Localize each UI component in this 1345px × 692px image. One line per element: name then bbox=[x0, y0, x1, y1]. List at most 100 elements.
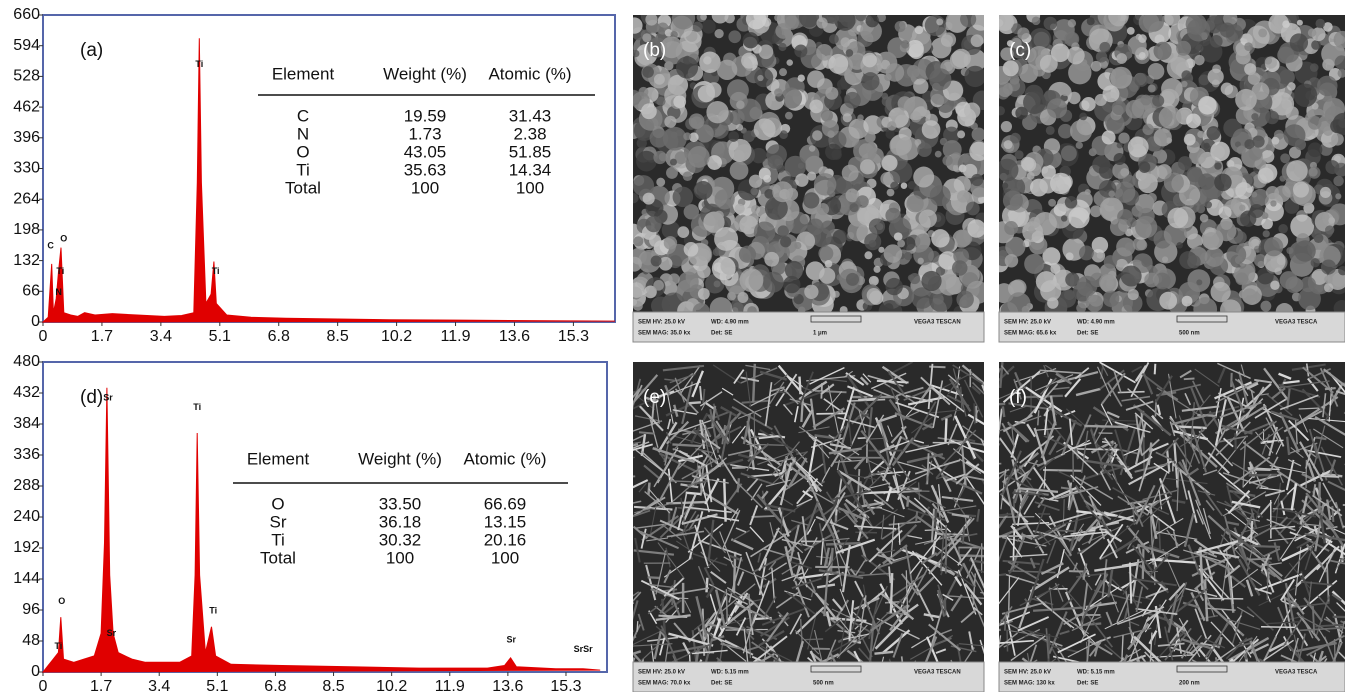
grain bbox=[683, 132, 691, 140]
fiber bbox=[639, 432, 655, 433]
grain bbox=[664, 116, 676, 128]
peak-label: Ti bbox=[209, 605, 217, 615]
fiber bbox=[1130, 563, 1131, 604]
grain bbox=[1197, 131, 1204, 138]
grain bbox=[1079, 113, 1087, 121]
grain bbox=[754, 118, 776, 140]
grain bbox=[774, 14, 781, 21]
grain bbox=[799, 8, 819, 28]
grain bbox=[1005, 254, 1019, 268]
info-text: Det: SE bbox=[711, 331, 732, 337]
grain bbox=[819, 268, 835, 284]
grain bbox=[939, 274, 961, 296]
fiber bbox=[986, 368, 1000, 406]
y-tick-label: 144 bbox=[13, 570, 40, 587]
grain bbox=[964, 66, 985, 87]
panel-label: (d) bbox=[80, 387, 103, 408]
grain bbox=[656, 178, 665, 187]
table-cell: Sr bbox=[270, 512, 287, 531]
x-tick-label: 8.5 bbox=[322, 678, 344, 692]
grain bbox=[642, 66, 654, 78]
fiber bbox=[669, 481, 692, 482]
grain bbox=[774, 88, 782, 96]
grain bbox=[1294, 240, 1315, 261]
grain bbox=[807, 70, 825, 88]
panel-label: (e) bbox=[643, 387, 666, 408]
grain bbox=[1114, 153, 1126, 165]
grain bbox=[645, 13, 657, 25]
grain bbox=[1294, 84, 1317, 107]
fiber bbox=[891, 573, 892, 613]
grain bbox=[645, 216, 661, 232]
grain bbox=[1139, 161, 1151, 173]
grain bbox=[636, 151, 657, 172]
grain bbox=[1290, 33, 1308, 51]
grain bbox=[715, 189, 735, 209]
sem-texture bbox=[590, 362, 1009, 692]
grain bbox=[1244, 42, 1253, 51]
grain bbox=[736, 100, 745, 109]
x-tick-label: 5.1 bbox=[209, 328, 231, 345]
fiber bbox=[1043, 470, 1082, 471]
peak-label: Sr bbox=[107, 628, 117, 638]
grain bbox=[996, 13, 1014, 31]
grain bbox=[931, 229, 949, 247]
grain bbox=[1164, 10, 1180, 26]
fiber bbox=[1057, 530, 1075, 531]
table-cell: Ti bbox=[296, 160, 310, 179]
table-cell: 100 bbox=[491, 548, 519, 567]
grain bbox=[904, 252, 912, 260]
grain bbox=[728, 30, 741, 43]
grain bbox=[795, 173, 808, 186]
grain bbox=[880, 172, 893, 185]
grain bbox=[827, 12, 839, 24]
grain bbox=[1205, 201, 1212, 208]
grain bbox=[913, 167, 934, 188]
grain bbox=[972, 128, 986, 142]
grain bbox=[1194, 55, 1204, 65]
grain bbox=[1251, 191, 1257, 197]
table-header: Atomic (%) bbox=[488, 64, 571, 83]
info-text: VEGA3 TESCAN bbox=[914, 670, 961, 676]
grain bbox=[942, 155, 952, 165]
grain bbox=[867, 288, 881, 302]
grain bbox=[1320, 187, 1331, 198]
grain bbox=[846, 273, 859, 286]
grain bbox=[1252, 135, 1264, 147]
grain bbox=[1186, 113, 1201, 128]
fiber bbox=[648, 577, 660, 578]
grain bbox=[673, 187, 693, 207]
fiber bbox=[751, 516, 775, 517]
table-cell: O bbox=[271, 494, 284, 513]
grain bbox=[1270, 281, 1279, 290]
fiber bbox=[689, 402, 701, 403]
grain bbox=[786, 59, 792, 65]
fiber bbox=[729, 427, 730, 443]
info-text: VEGA3 TESCAN bbox=[914, 320, 961, 326]
grain bbox=[1138, 34, 1147, 43]
grain bbox=[1066, 252, 1074, 260]
grain bbox=[739, 246, 756, 263]
grain bbox=[759, 168, 771, 180]
grain bbox=[1148, 85, 1156, 93]
grain bbox=[1110, 218, 1128, 236]
grain bbox=[956, 291, 974, 309]
grain bbox=[1139, 52, 1146, 59]
info-bar bbox=[633, 312, 984, 342]
grain bbox=[1317, 76, 1338, 97]
grain bbox=[1258, 168, 1274, 184]
peak-label: Sr bbox=[507, 635, 517, 645]
grain bbox=[1252, 82, 1270, 100]
info-text: 500 nm bbox=[813, 681, 834, 687]
fiber bbox=[1003, 406, 1004, 417]
x-tick-label: 1.7 bbox=[91, 328, 113, 345]
y-tick-label: 240 bbox=[13, 508, 40, 525]
grain bbox=[1110, 67, 1132, 89]
grain bbox=[869, 218, 885, 234]
grain bbox=[1044, 17, 1058, 31]
grain bbox=[729, 139, 752, 162]
grain bbox=[714, 29, 723, 38]
grain bbox=[1196, 279, 1202, 285]
grain bbox=[1017, 27, 1029, 39]
grain bbox=[1022, 157, 1036, 171]
